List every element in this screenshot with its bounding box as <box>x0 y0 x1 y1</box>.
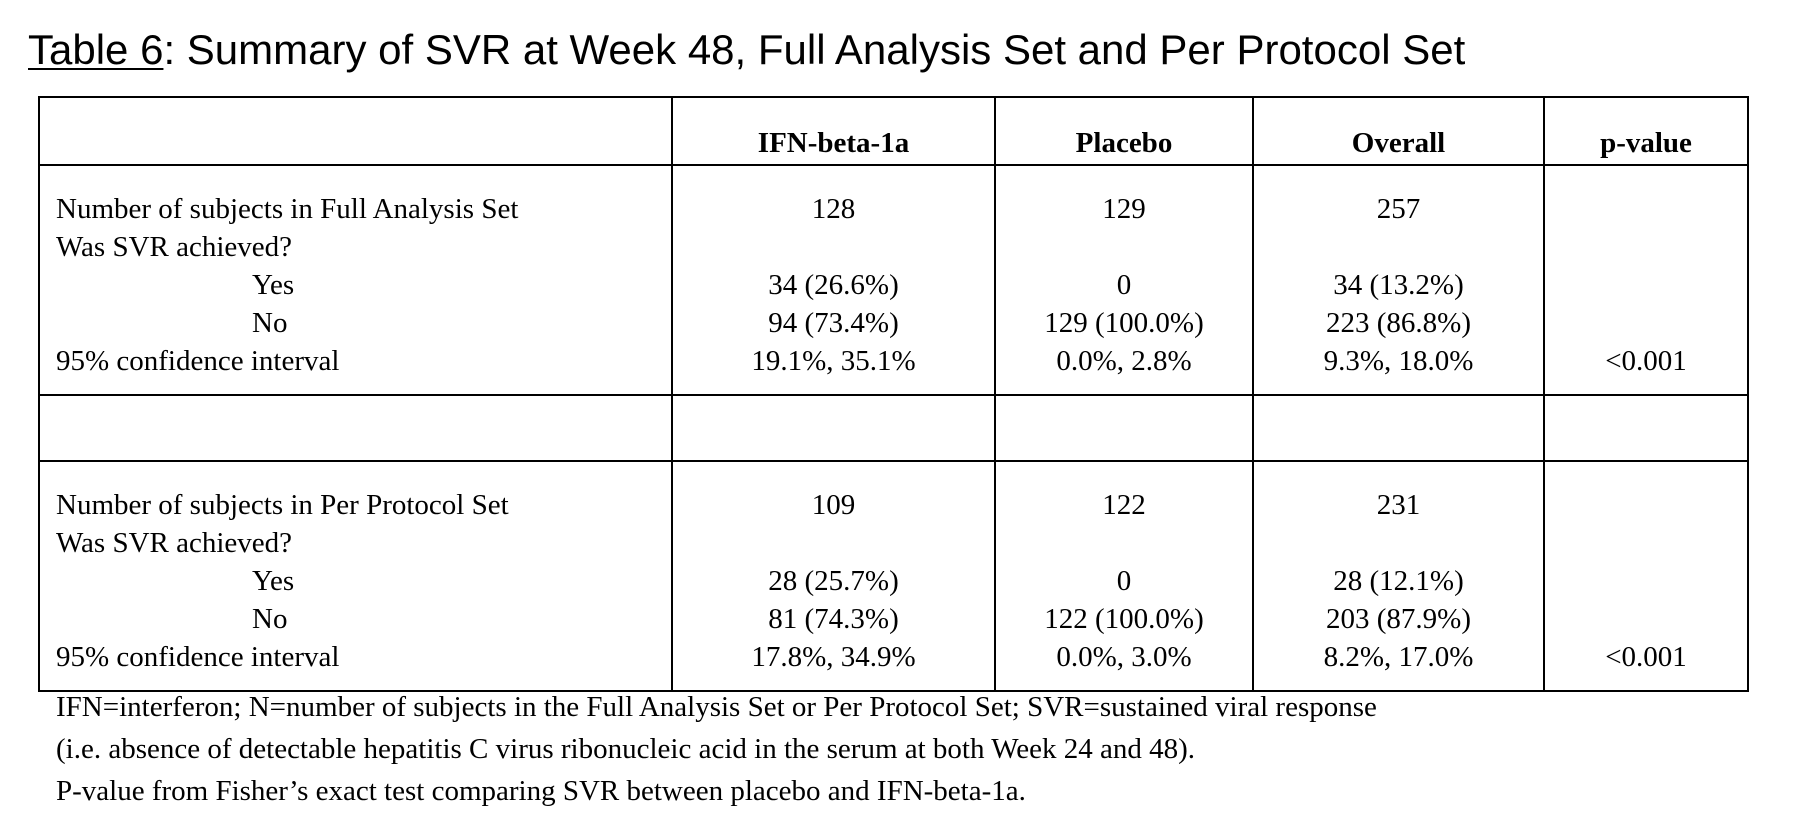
table-header-row: IFN-beta-1a Placebo Overall p-value <box>39 97 1748 165</box>
per-protocol-ifn-values: 109 28 (25.7%) 81 (74.3%) 17.8%, 34.9% <box>672 461 995 691</box>
header-placebo: Placebo <box>995 97 1253 165</box>
table-cell: 81 (74.3%) <box>673 600 994 638</box>
table-cell: 203 (87.9%) <box>1254 600 1543 638</box>
header-blank <box>39 97 672 165</box>
table-cell: 34 (26.6%) <box>673 266 994 304</box>
row-label: Number of subjects in Full Analysis Set <box>40 190 671 228</box>
footnote-line: IFN=interferon; N=number of subjects in … <box>56 686 1377 728</box>
table-cell <box>1545 486 1747 524</box>
table-cell: 257 <box>1254 190 1543 228</box>
row-label: No <box>40 600 671 638</box>
header-overall: Overall <box>1253 97 1544 165</box>
per-protocol-p-values: <0.001 <box>1544 461 1748 691</box>
table-cell: 0 <box>996 266 1252 304</box>
empty-cell <box>39 395 672 461</box>
full-analysis-placebo-values: 129 0 129 (100.0%) 0.0%, 2.8% <box>995 165 1253 395</box>
table-cell: <0.001 <box>1545 638 1747 676</box>
table-cell: 122 (100.0%) <box>996 600 1252 638</box>
footnote-line: P-value from Fisher’s exact test compari… <box>56 770 1377 812</box>
table-cell: 19.1%, 35.1% <box>673 342 994 380</box>
per-protocol-labels: Number of subjects in Per Protocol Set W… <box>39 461 672 691</box>
row-label: Was SVR achieved? <box>40 524 671 562</box>
row-label: No <box>40 304 671 342</box>
full-analysis-ifn-values: 128 34 (26.6%) 94 (73.4%) 19.1%, 35.1% <box>672 165 995 395</box>
table-cell: 129 (100.0%) <box>996 304 1252 342</box>
table-cell: 34 (13.2%) <box>1254 266 1543 304</box>
table-cell: 0.0%, 3.0% <box>996 638 1252 676</box>
table-cell <box>1545 524 1747 562</box>
full-analysis-p-values: <0.001 <box>1544 165 1748 395</box>
table-footnotes: IFN=interferon; N=number of subjects in … <box>56 686 1377 812</box>
row-label: 95% confidence interval <box>40 638 671 676</box>
table-title: Table 6: Summary of SVR at Week 48, Full… <box>28 22 1465 78</box>
table-cell: 8.2%, 17.0% <box>1254 638 1543 676</box>
full-analysis-labels: Number of subjects in Full Analysis Set … <box>39 165 672 395</box>
full-analysis-set-row: Number of subjects in Full Analysis Set … <box>39 165 1748 395</box>
table-cell <box>1545 600 1747 638</box>
table-cell: 28 (25.7%) <box>673 562 994 600</box>
table-cell <box>996 524 1252 562</box>
table-cell: 128 <box>673 190 994 228</box>
table-cell <box>1545 304 1747 342</box>
table-cell <box>1545 562 1747 600</box>
table-cell: 231 <box>1254 486 1543 524</box>
svr-summary-table: IFN-beta-1a Placebo Overall p-value Numb… <box>38 96 1749 692</box>
row-label: Number of subjects in Per Protocol Set <box>40 486 671 524</box>
table-cell <box>673 228 994 266</box>
empty-cell <box>1253 395 1544 461</box>
table-cell: 0.0%, 2.8% <box>996 342 1252 380</box>
table-cell: 94 (73.4%) <box>673 304 994 342</box>
row-label: Yes <box>40 562 671 600</box>
full-analysis-overall-values: 257 34 (13.2%) 223 (86.8%) 9.3%, 18.0% <box>1253 165 1544 395</box>
spacer-row <box>39 395 1748 461</box>
header-p-value: p-value <box>1544 97 1748 165</box>
table-cell: <0.001 <box>1545 342 1747 380</box>
row-label: Was SVR achieved? <box>40 228 671 266</box>
table-cell: 122 <box>996 486 1252 524</box>
table-cell <box>673 524 994 562</box>
header-ifn-beta-1a: IFN-beta-1a <box>672 97 995 165</box>
per-protocol-placebo-values: 122 0 122 (100.0%) 0.0%, 3.0% <box>995 461 1253 691</box>
table-cell <box>1545 266 1747 304</box>
table-cell: 223 (86.8%) <box>1254 304 1543 342</box>
table-cell <box>1254 228 1543 266</box>
table-cell <box>996 228 1252 266</box>
table-cell: 109 <box>673 486 994 524</box>
table-cell: 0 <box>996 562 1252 600</box>
table-cell <box>1545 190 1747 228</box>
empty-cell <box>672 395 995 461</box>
table-title-text: : Summary of SVR at Week 48, Full Analys… <box>163 26 1465 73</box>
table-cell: 9.3%, 18.0% <box>1254 342 1543 380</box>
row-label: 95% confidence interval <box>40 342 671 380</box>
row-label: Yes <box>40 266 671 304</box>
per-protocol-set-row: Number of subjects in Per Protocol Set W… <box>39 461 1748 691</box>
empty-cell <box>995 395 1253 461</box>
table-cell: 129 <box>996 190 1252 228</box>
table-cell <box>1545 228 1747 266</box>
table-cell: 17.8%, 34.9% <box>673 638 994 676</box>
table-cell <box>1254 524 1543 562</box>
footnote-line: (i.e. absence of detectable hepatitis C … <box>56 728 1377 770</box>
per-protocol-overall-values: 231 28 (12.1%) 203 (87.9%) 8.2%, 17.0% <box>1253 461 1544 691</box>
table-number-label: Table 6 <box>28 26 163 73</box>
empty-cell <box>1544 395 1748 461</box>
table-cell: 28 (12.1%) <box>1254 562 1543 600</box>
